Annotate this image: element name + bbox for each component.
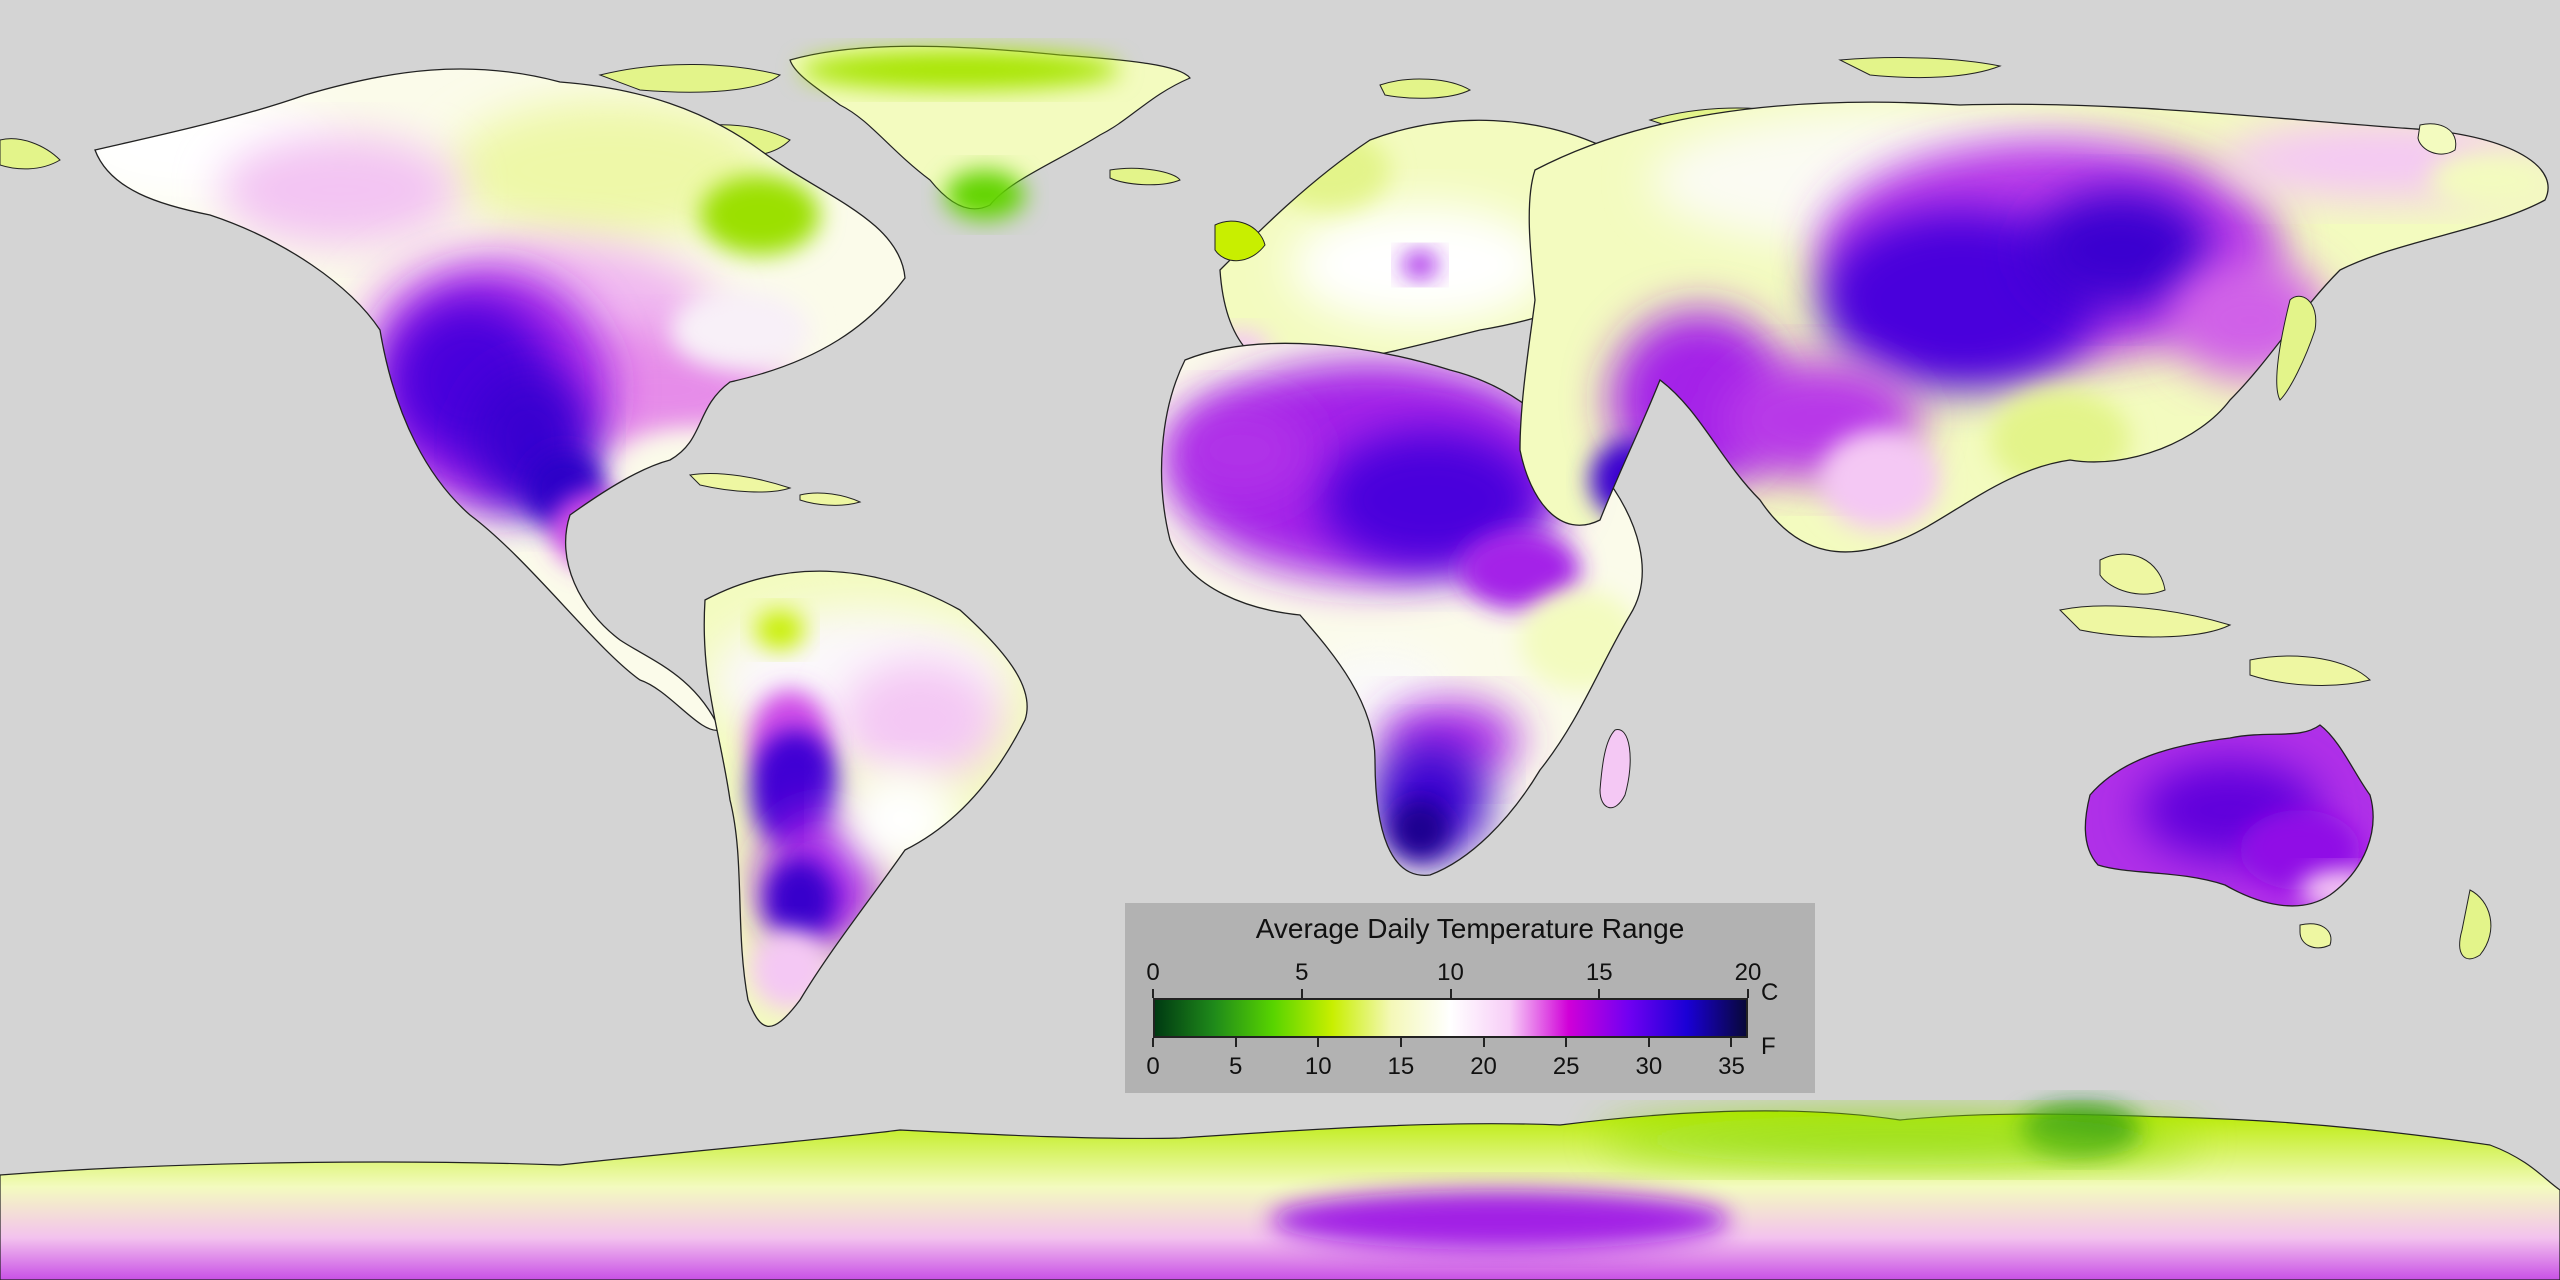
celsius-unit-label: C [1761, 979, 1779, 1006]
fahrenheit-tick-mark [1482, 1038, 1485, 1047]
celsius-tick-label: 20 [1734, 959, 1762, 986]
fahrenheit-tick-label: 5 [1228, 1053, 1243, 1080]
celsius-tick-mark [1747, 989, 1749, 998]
caribbean-islands [688, 472, 862, 506]
fahrenheit-tick-mark [1234, 1038, 1237, 1047]
legend-title: Average Daily Temperature Range [1255, 913, 1685, 944]
celsius-tick-mark [1152, 989, 1154, 998]
fahrenheit-tick-label: 15 [1387, 1053, 1415, 1080]
celsius-tick-label: 0 [1146, 959, 1160, 986]
fahrenheit-tick-mark [1317, 1038, 1320, 1047]
celsius-tick-mark [1300, 989, 1303, 998]
fahrenheit-tick-mark [1399, 1038, 1402, 1047]
fahrenheit-tick-label: 20 [1470, 1053, 1497, 1080]
color-scale-bar [1153, 998, 1748, 1038]
fahrenheit-tick-label: 0 [1146, 1053, 1160, 1080]
asia [1519, 101, 2549, 686]
australia [2084, 724, 2492, 960]
fahrenheit-unit-label: F [1761, 1033, 1776, 1060]
celsius-tick-label: 15 [1585, 959, 1613, 986]
fahrenheit-tick-mark [1565, 1038, 1568, 1047]
antarctica [0, 1105, 2560, 1280]
fahrenheit-tick-label: 10 [1304, 1053, 1332, 1080]
celsius-tick-label: 10 [1437, 959, 1464, 986]
celsius-tick-mark [1598, 989, 1601, 998]
fahrenheit-tick-mark [1730, 1038, 1733, 1047]
fahrenheit-tick-label: 30 [1635, 1053, 1663, 1080]
fahrenheit-tick-label: 25 [1552, 1053, 1580, 1080]
south-america [703, 570, 1028, 1027]
celsius-tick-mark [1449, 989, 1452, 998]
temperature-range-legend: Average Daily Temperature Range 0 5 10 15 20… [1125, 903, 1815, 1093]
fahrenheit-tick-mark [1647, 1038, 1650, 1047]
fahrenheit-tick-label: 35 [1718, 1053, 1745, 1080]
greenland [789, 45, 1191, 220]
celsius-tick-label: 5 [1295, 959, 1309, 986]
fahrenheit-tick-mark [1152, 1038, 1154, 1047]
edge-landmass [0, 138, 61, 170]
